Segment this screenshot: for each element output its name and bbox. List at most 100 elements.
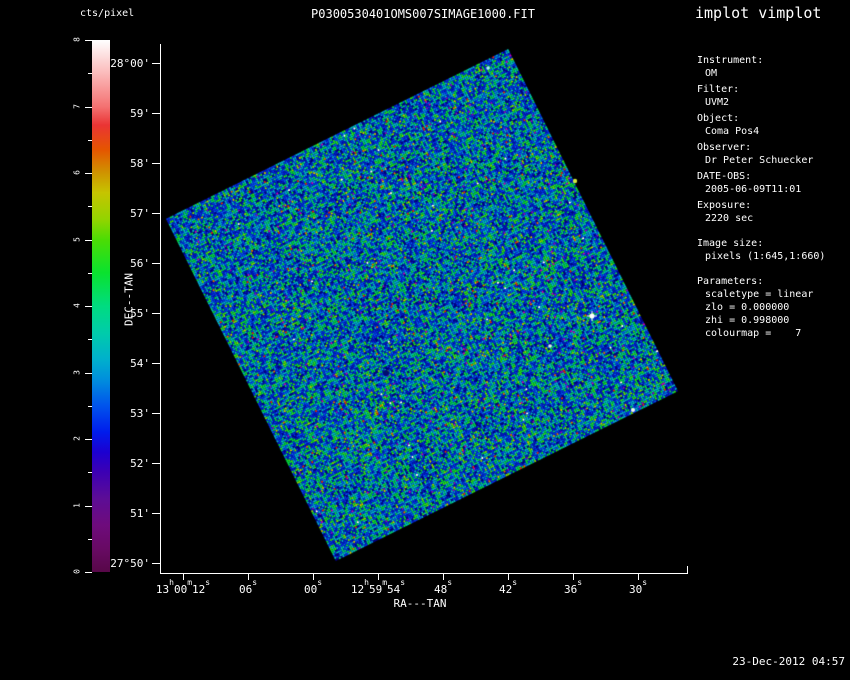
y-axis-tick-label: 53' [130,407,150,420]
colorbar-tick-label: 0 [72,569,82,574]
y-axis-line [160,44,161,574]
x-axis-tick-label: 06s [238,578,258,596]
y-axis-tick-label: 51' [130,507,150,520]
y-axis-tick [152,213,160,214]
x-axis-tick-label: 13h00m12s [155,578,211,596]
x-axis-tick [248,574,249,580]
y-axis-tick [152,513,160,514]
colorbar-tick-label: 3 [72,369,82,375]
info-label: Exposure: [697,200,752,211]
x-axis-tick [573,574,574,580]
info-group-instrument: Instrument: OM [697,54,847,80]
sky-image-canvas [161,38,689,572]
y-axis-tick-label: 28°00' [110,57,150,70]
info-group-exposure: Exposure: 2220 sec [697,199,847,225]
info-value: zhi = 0.998000 [705,315,790,326]
metadata-panel: Instrument: OM Filter: UVM2 Object: Coma… [697,54,847,343]
colorbar-minor-tick [88,538,92,540]
colorbar-tick [85,40,92,41]
info-value: Coma Pos4 [705,126,760,137]
y-axis-tick [152,63,160,64]
colorbar-tick [85,572,92,573]
y-axis-tick [152,263,160,264]
colorbar-tick [85,306,92,307]
colorbar-minor-tick [88,339,92,341]
info-label: Parameters: [697,276,764,287]
info-group-image-size: Image size: pixels (1:645,1:660) [697,237,847,263]
render-timestamp: 23-Dec-2012 04:57 [732,655,845,668]
colorbar-minor-tick [88,73,92,75]
x-axis-tick [183,574,184,580]
y-axis-tick [152,463,160,464]
x-axis-line [160,573,688,574]
y-axis-tick [152,163,160,164]
y-axis-tick-label: 52' [130,457,150,470]
colorbar-tick [85,505,92,507]
colorbar-tick-label: 6 [72,170,82,175]
x-axis-tick-label: 48s [433,578,453,596]
y-axis-tick-label: 56' [130,257,150,270]
info-label: Filter: [697,84,740,95]
info-label: DATE-OBS: [697,171,752,182]
colorbar-minor-tick [88,405,92,407]
info-label: Instrument: [697,55,764,66]
y-axis-tick [152,113,160,114]
info-group-observer: Observer: Dr Peter Schuecker [697,141,847,167]
info-value: colourmap = 7 [705,328,802,339]
x-axis-tick [638,574,639,580]
y-axis-title: DEC--TAN [122,273,136,326]
y-axis-tick [152,413,160,414]
y-axis-tick-label: 54' [130,357,150,370]
info-label: Object: [697,113,740,124]
colorbar-minor-tick [88,139,92,141]
info-group-date-obs: DATE-OBS: 2005-06-09T11:01 [697,170,847,196]
colorbar-tick-label: 2 [72,436,82,441]
colorbar-tick [85,239,92,241]
info-label: Observer: [697,142,752,153]
y-axis-tick [152,363,160,364]
info-value: scaletype = linear [705,289,814,300]
info-value: Dr Peter Schuecker [705,155,814,166]
x-axis-tick-label: 30s [628,578,648,596]
colorbar-tick [85,173,92,174]
colorbar-tick [85,106,92,108]
info-value: pixels (1:645,1:660) [705,251,826,262]
x-axis-tick-label: 36s [563,578,583,596]
colorbar-tick-label: 1 [72,502,82,508]
y-axis-tick-label: 27°50' [110,557,150,570]
x-axis-tick-label: 00s [303,578,323,596]
x-axis-tick [508,574,509,580]
x-axis-title: RA---TAN [393,597,447,610]
colorbar-tick-label: 4 [72,303,82,308]
info-value: OM [705,68,718,79]
y-axis-tick [152,313,160,314]
colorbar-minor-tick [88,206,92,208]
colorbar-minor-tick [88,472,92,474]
colorbar-tick-label: 7 [72,103,82,109]
info-value: 2220 sec [705,213,754,224]
y-axis-tick-label: 57' [130,207,150,220]
info-group-filter: Filter: UVM2 [697,83,847,109]
x-axis-tick [313,574,314,580]
colorbar-tick-label: 5 [72,236,82,242]
colorbar-gradient [92,40,110,572]
colorbar-minor-tick [88,272,92,274]
colorbar-tick-label: 8 [72,37,82,42]
colorbar-tick [85,372,92,374]
x-axis-tick-label: 12h59m54s [350,578,406,596]
info-label: Image size: [697,238,764,249]
info-value: 2005-06-09T11:01 [705,184,802,195]
x-axis-tick [378,574,379,580]
image-file-title: P0300530401OMS007SIMAGE1000.FIT [311,7,535,21]
y-axis-tick-label: 59' [130,107,150,120]
app-name-label: implot vimplot [695,4,822,22]
info-value: UVM2 [705,97,730,108]
y-axis-tick-label: 58' [130,157,150,170]
colorbar-units-label: cts/pixel [80,8,135,19]
y-axis-tick [152,563,160,564]
info-value: zlo = 0.000000 [705,302,790,313]
x-axis-tick [443,574,444,580]
info-group-parameters: Parameters: scaletype = linear zlo = 0.0… [697,275,847,340]
x-axis-tick-label: 42s [498,578,518,596]
